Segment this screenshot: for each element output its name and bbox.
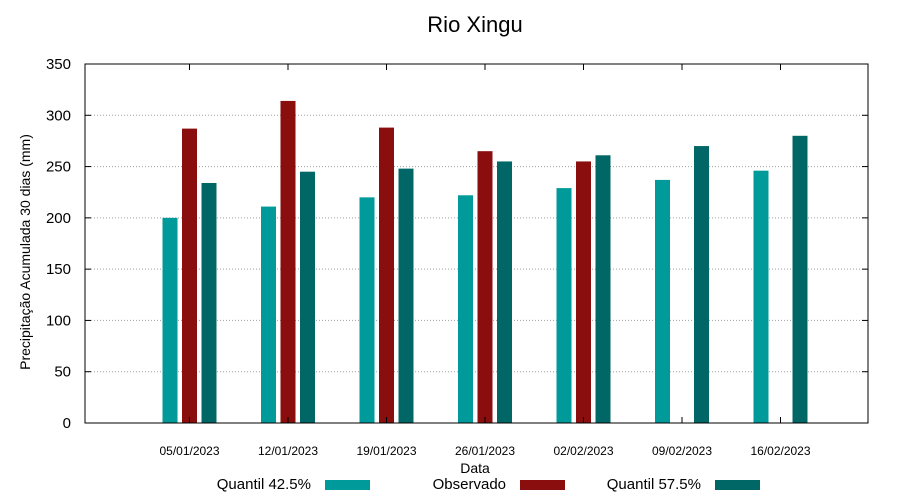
x-tick-label: 09/02/2023	[652, 444, 712, 458]
x-axis: 05/01/2023 12/01/2023 19/01/2023 26/01/2023…	[159, 64, 811, 458]
y-tick-label: 100	[46, 312, 71, 329]
legend-swatch	[715, 480, 760, 490]
y-tick-label: 300	[46, 107, 71, 124]
bar	[280, 100, 296, 423]
bar	[655, 179, 670, 423]
bars	[162, 100, 808, 424]
bar	[753, 170, 769, 423]
y-tick-label: 0	[63, 415, 71, 432]
bar	[576, 161, 591, 423]
legend-label: Quantil 57.5%	[607, 476, 701, 493]
bar	[261, 206, 276, 423]
bar	[398, 168, 414, 423]
x-tick-label: 16/02/2023	[750, 444, 810, 458]
bar	[379, 127, 394, 423]
x-axis-label: Data	[460, 460, 490, 476]
legend: Quantil 42.5% Observado Quantil 57.5%	[217, 476, 760, 493]
legend-label: Quantil 42.5%	[217, 476, 311, 493]
y-tick-label: 350	[46, 56, 71, 73]
bar	[359, 197, 375, 423]
legend-swatch	[520, 480, 565, 490]
y-tick-label: 150	[46, 261, 71, 278]
y-tick-label: 200	[46, 210, 71, 227]
chart-title: Rio Xingu	[427, 12, 522, 37]
bar	[595, 155, 611, 423]
bar	[792, 135, 808, 424]
x-tick-label: 19/01/2023	[356, 444, 416, 458]
bar	[182, 128, 197, 423]
y-axis-label: Precipitação Acumulada 30 dias (mm)	[17, 134, 33, 370]
x-tick-label: 02/02/2023	[553, 444, 613, 458]
bar	[300, 171, 315, 423]
bar	[201, 182, 217, 423]
y-tick-label: 50	[54, 364, 71, 381]
bar	[497, 161, 512, 423]
legend-label: Observado	[433, 476, 506, 493]
x-tick-label: 26/01/2023	[455, 444, 515, 458]
bar	[694, 146, 709, 424]
bar	[458, 195, 473, 423]
bar	[556, 188, 572, 423]
y-tick-label: 250	[46, 159, 71, 176]
x-tick-label: 12/01/2023	[258, 444, 318, 458]
x-tick-label: 05/01/2023	[159, 444, 219, 458]
bar	[162, 217, 178, 423]
plot-frame	[84, 63, 869, 424]
legend-swatch	[325, 480, 370, 490]
y-axis: 0 50 100 150 200 250 300 350	[46, 56, 868, 432]
bar	[477, 151, 493, 423]
